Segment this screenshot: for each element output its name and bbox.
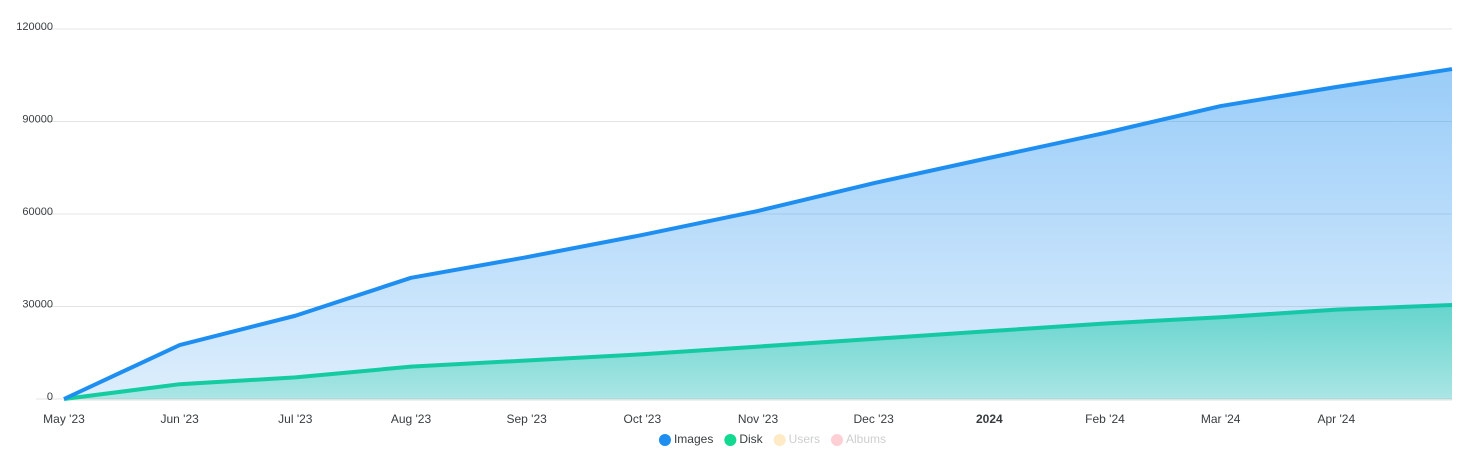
x-tick-label: Apr '24 (1318, 412, 1356, 426)
x-tick-label: Nov '23 (738, 412, 779, 426)
legend-item: Disk (724, 432, 764, 446)
legend-marker (724, 434, 737, 446)
y-tick-label: 120000 (16, 21, 53, 33)
x-tick-label: Feb '24 (1085, 412, 1125, 426)
y-tick-label: 30000 (22, 298, 53, 310)
x-tick-label: Sep '23 (507, 412, 548, 426)
y-tick-label: 0 (47, 391, 53, 403)
x-tick-label: Jun '23 (161, 412, 200, 426)
y-tick-label: 60000 (22, 206, 53, 218)
legend-item: Albums (831, 432, 886, 446)
legend-marker (773, 434, 786, 446)
x-tick-label: Dec '23 (854, 412, 895, 426)
x-tick-label: Mar '24 (1201, 412, 1241, 426)
legend-label: Images (674, 432, 713, 446)
series-line (63, 67, 1453, 401)
legend-marker (658, 434, 671, 446)
legend-marker (831, 434, 844, 446)
legend-label: Albums (846, 432, 886, 446)
x-tick-label: Aug '23 (391, 412, 432, 426)
legend-label: Disk (739, 432, 763, 446)
x-tick-label: Oct '23 (624, 412, 662, 426)
legend-label: Users (789, 432, 820, 446)
legend-item: Images (658, 432, 713, 446)
x-tick-label: Jul '23 (278, 412, 313, 426)
x-tick-label: May '23 (43, 412, 85, 426)
legend-item: Users (773, 432, 820, 446)
y-tick-label: 90000 (22, 113, 53, 125)
x-tick-label: 2024 (976, 412, 1003, 426)
area-fill (64, 69, 1452, 399)
